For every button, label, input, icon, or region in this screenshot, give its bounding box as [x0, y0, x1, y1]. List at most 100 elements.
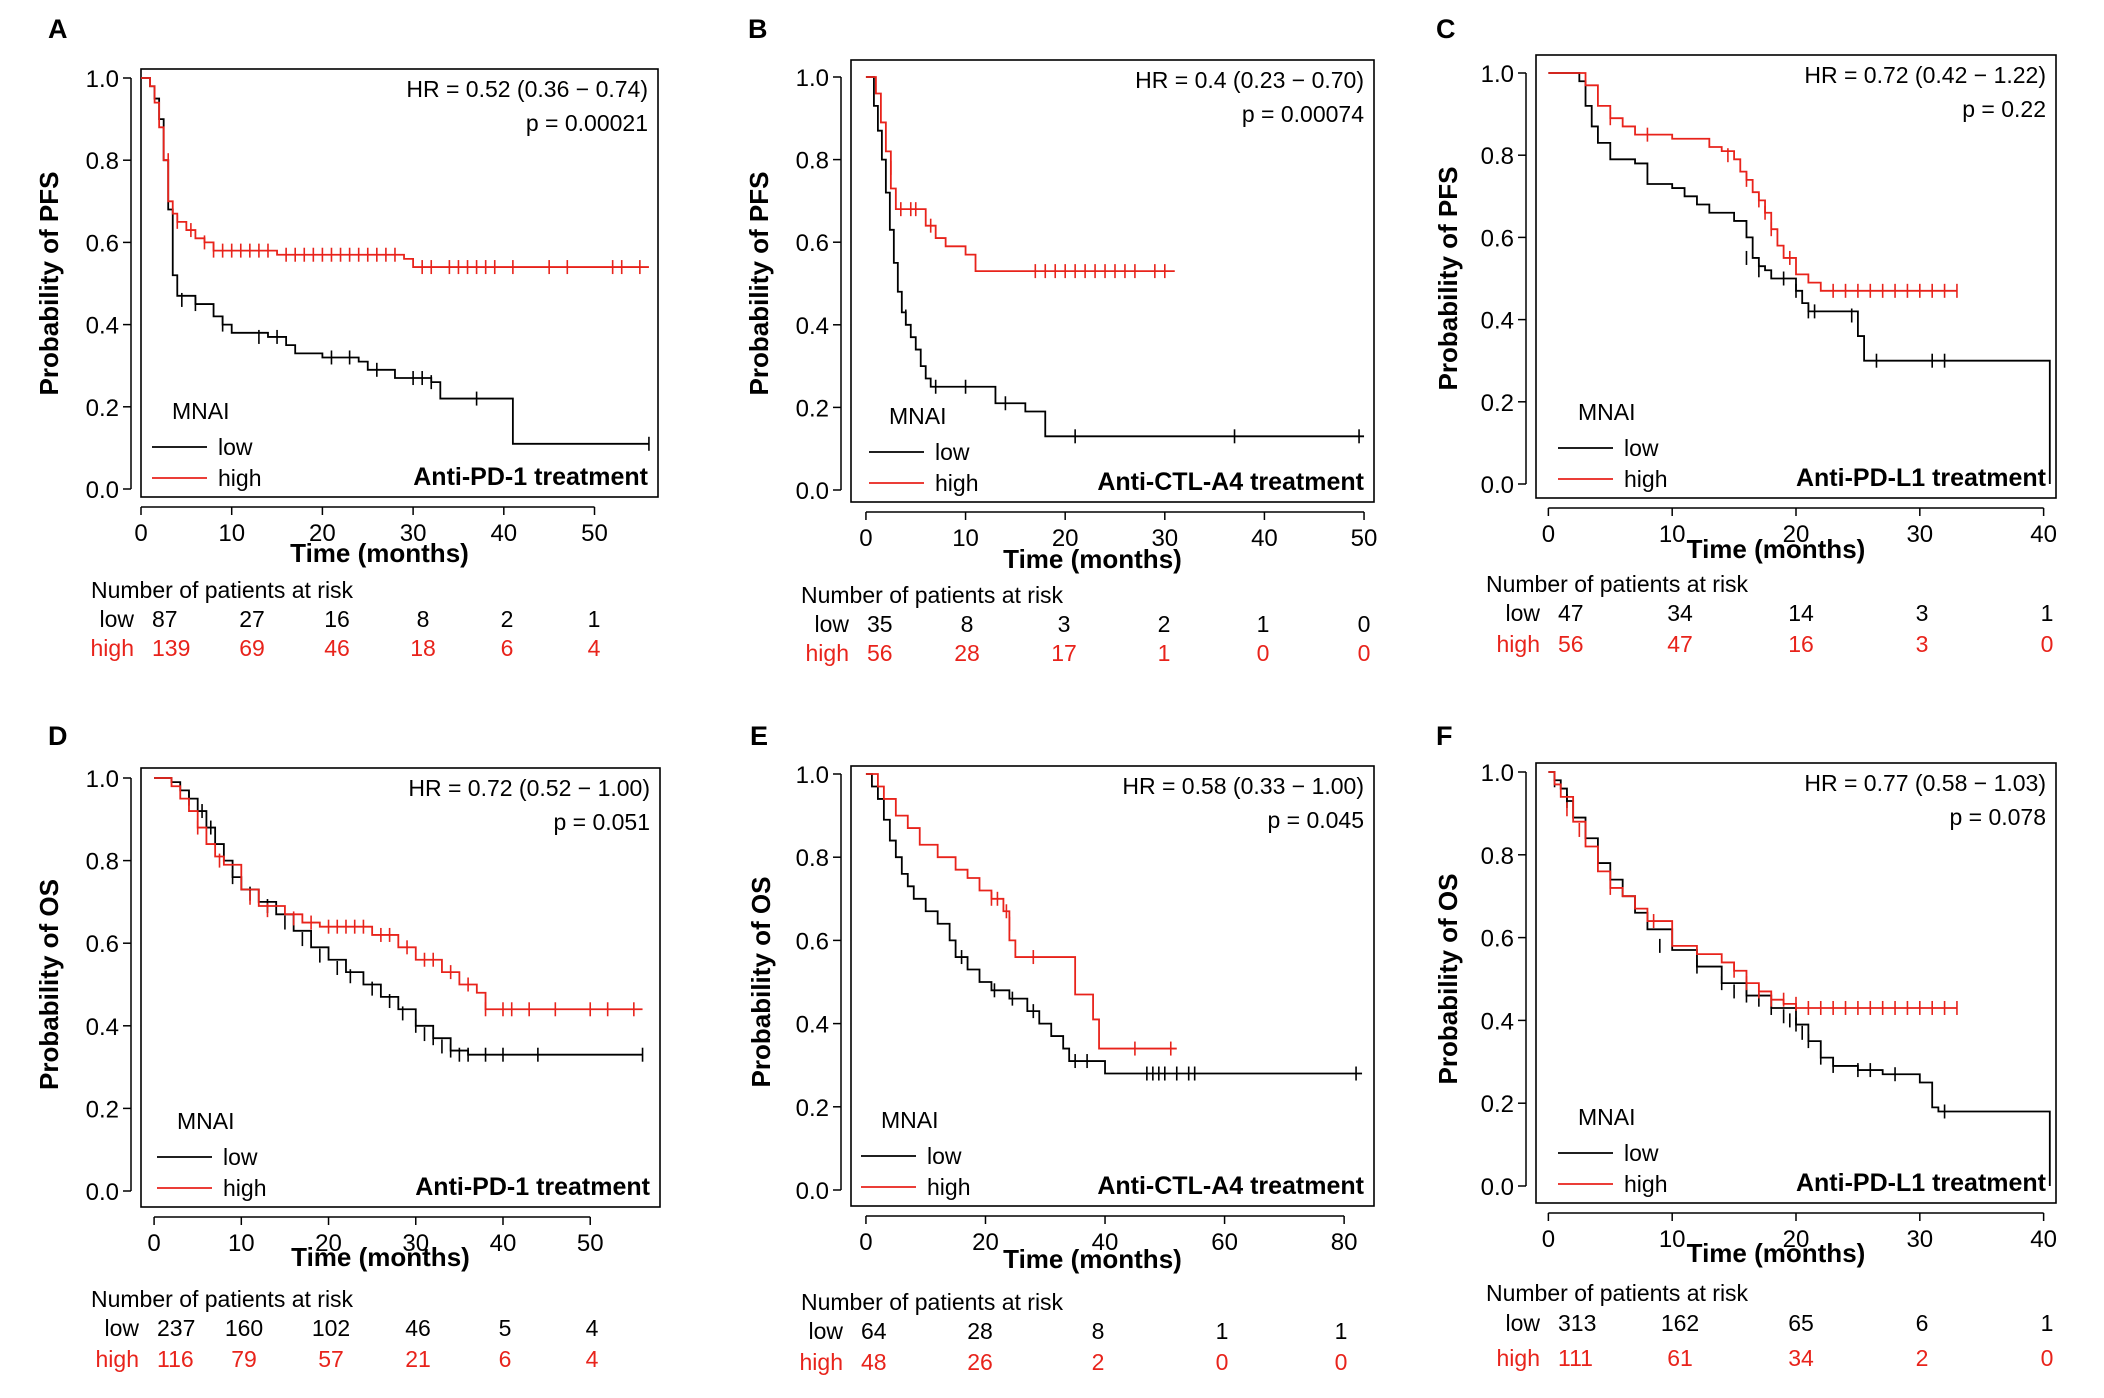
- y-axis-title-b: Probability of PFS: [744, 172, 774, 396]
- risk-count-high-e: 48: [861, 1349, 887, 1375]
- x-tick-label-e: 40: [1092, 1229, 1119, 1256]
- y-axis-title-d: Probability of OS: [34, 879, 64, 1090]
- y-tick-label-c: 0.2: [1481, 390, 1514, 417]
- risk-count-low-c: 47: [1558, 600, 1584, 626]
- y-tick-label-a: 0.6: [86, 230, 119, 257]
- risk-count-high-d: 79: [231, 1346, 257, 1372]
- risk-count-high-d: 21: [405, 1346, 431, 1372]
- x-tick-label-a: 20: [309, 520, 336, 547]
- risk-count-high-d: 4: [586, 1346, 599, 1372]
- legend-title-b: MNAI: [889, 403, 947, 429]
- legend-label-high-f: high: [1624, 1171, 1667, 1197]
- risk-row-label-high-d: high: [96, 1346, 139, 1372]
- risk-count-low-a: 2: [501, 606, 514, 632]
- y-tick-label-a: 0.2: [86, 395, 119, 422]
- risk-count-low-d: 46: [405, 1315, 431, 1341]
- x-axis-title-b: Time (months): [1003, 544, 1182, 574]
- risk-count-high-e: 26: [967, 1349, 993, 1375]
- risk-table-title-b: Number of patients at risk: [801, 582, 1064, 608]
- y-tick-label-b: 0.0: [796, 478, 829, 505]
- x-axis-title-c: Time (months): [1687, 534, 1866, 564]
- treatment-title-e: Anti-CTL-A4 treatment: [1097, 1172, 1364, 1200]
- x-tick-label-d: 40: [490, 1230, 517, 1257]
- risk-count-low-e: 28: [967, 1318, 993, 1344]
- legend-label-low-d: low: [223, 1144, 258, 1170]
- risk-count-low-b: 35: [867, 611, 893, 637]
- y-axis-title-e: Probability of OS: [746, 877, 776, 1088]
- x-tick-label-d: 30: [402, 1230, 429, 1257]
- legend-label-high-e: high: [927, 1174, 970, 1200]
- risk-row-label-high-c: high: [1497, 631, 1540, 657]
- plot-frame-f: [1535, 762, 2057, 1204]
- risk-count-high-e: 0: [1335, 1349, 1348, 1375]
- x-tick-label-b: 30: [1151, 525, 1178, 552]
- x-tick-label-f: 40: [2030, 1226, 2057, 1253]
- risk-count-high-d: 57: [318, 1346, 344, 1372]
- y-tick-label-f: 0.2: [1481, 1091, 1514, 1118]
- risk-count-low-a: 1: [588, 606, 601, 632]
- x-tick-label-f: 20: [1783, 1226, 1810, 1253]
- risk-count-high-b: 17: [1051, 640, 1077, 666]
- treatment-title-c: Anti-PD-L1 treatment: [1796, 464, 2047, 492]
- y-tick-label-c: 0.8: [1481, 143, 1514, 170]
- y-tick-label-e: 0.6: [796, 928, 829, 955]
- risk-table-title-a: Number of patients at risk: [91, 577, 354, 603]
- risk-count-low-b: 2: [1158, 611, 1171, 637]
- risk-count-low-a: 8: [417, 606, 430, 632]
- p-value-f: p = 0.078: [1949, 804, 2046, 830]
- y-tick-label-a: 0.0: [86, 477, 119, 504]
- x-tick-label-f: 0: [1542, 1226, 1555, 1253]
- y-axis-title-a: Probability of PFS: [34, 172, 64, 396]
- risk-count-low-f: 1: [2041, 1310, 2054, 1336]
- treatment-title-b: Anti-CTL-A4 treatment: [1097, 468, 1364, 496]
- x-tick-label-a: 30: [400, 520, 427, 547]
- y-tick-label-d: 0.2: [86, 1096, 119, 1123]
- risk-row-label-low-a: low: [99, 606, 134, 632]
- y-tick-label-d: 0.0: [86, 1179, 119, 1206]
- x-tick-label-d: 20: [315, 1230, 342, 1257]
- risk-count-high-a: 46: [324, 635, 350, 661]
- risk-count-high-e: 0: [1216, 1349, 1229, 1375]
- x-tick-label-a: 0: [134, 520, 147, 547]
- risk-count-low-b: 8: [961, 611, 974, 637]
- x-tick-label-a: 10: [218, 520, 245, 547]
- risk-count-high-d: 116: [157, 1346, 194, 1372]
- risk-count-high-a: 69: [239, 635, 265, 661]
- y-tick-label-e: 0.4: [796, 1012, 829, 1039]
- x-tick-label-e: 0: [859, 1229, 872, 1256]
- risk-count-high-a: 18: [410, 635, 436, 661]
- panel-label-a: A: [48, 14, 68, 44]
- km-curve-low-b: [865, 76, 1365, 438]
- x-tick-label-e: 20: [972, 1229, 999, 1256]
- x-tick-label-f: 30: [1906, 1226, 1933, 1253]
- km-curve-low-f: [1548, 771, 2051, 1186]
- x-tick-label-e: 80: [1331, 1229, 1358, 1256]
- risk-row-label-high-e: high: [800, 1349, 843, 1375]
- y-tick-label-d: 0.6: [86, 931, 119, 958]
- x-tick-label-c: 10: [1659, 521, 1686, 548]
- km-curve-high-c: [1548, 72, 1957, 292]
- risk-count-low-c: 14: [1788, 600, 1814, 626]
- risk-count-low-d: 102: [312, 1315, 350, 1341]
- risk-count-low-a: 16: [324, 606, 350, 632]
- risk-table-title-e: Number of patients at risk: [801, 1289, 1064, 1315]
- plot-frame-e: [850, 765, 1375, 1207]
- x-axis-title-a: Time (months): [290, 538, 469, 568]
- risk-table-title-c: Number of patients at risk: [1486, 571, 1749, 597]
- plot-frame-b: [850, 59, 1375, 503]
- x-tick-label-c: 40: [2030, 521, 2057, 548]
- risk-count-high-a: 139: [152, 635, 190, 661]
- risk-count-high-c: 56: [1558, 631, 1584, 657]
- risk-row-label-low-d: low: [104, 1315, 139, 1341]
- risk-count-high-c: 3: [1916, 631, 1929, 657]
- p-value-e: p = 0.045: [1267, 807, 1364, 833]
- risk-count-high-c: 0: [2041, 631, 2054, 657]
- x-tick-label-c: 20: [1783, 521, 1810, 548]
- x-tick-label-b: 10: [952, 525, 979, 552]
- y-tick-label-c: 1.0: [1481, 61, 1514, 88]
- risk-count-low-e: 8: [1092, 1318, 1105, 1344]
- risk-count-low-f: 65: [1788, 1310, 1814, 1336]
- km-curve-low-e: [865, 773, 1363, 1075]
